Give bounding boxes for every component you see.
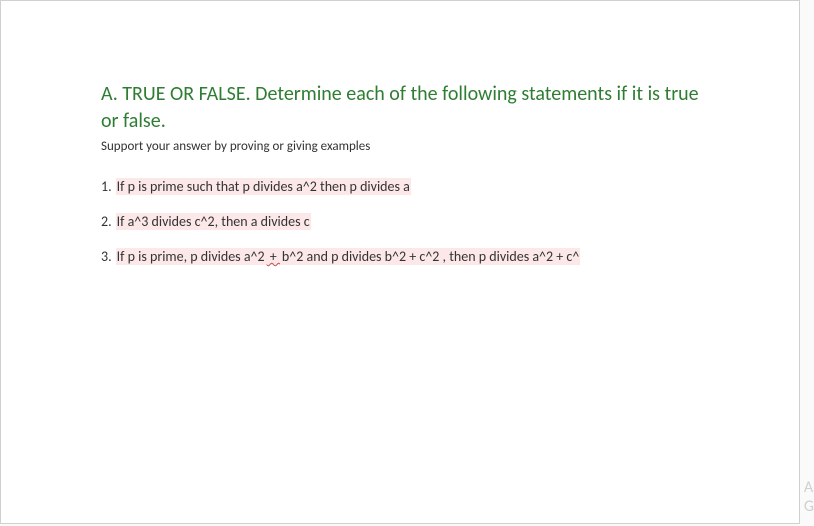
section-subtext: Support your answer by proving or giving…	[101, 139, 699, 154]
question-text: If a^3 divides c^2, then a divides c	[116, 213, 311, 230]
question-item-1: 1. If p is prime such that p divides a^2…	[101, 178, 699, 195]
question-number: 1.	[101, 178, 112, 195]
question-text-prefix: If p is prime, p divides a^2	[116, 248, 266, 265]
watermark-line2: G	[804, 497, 814, 516]
document-page: A. TRUE OR FALSE. Determine each of the …	[0, 0, 800, 524]
question-text: If p is prime such that p divides a^2 th…	[116, 178, 411, 195]
watermark-line1: A	[804, 478, 814, 497]
question-number: 3.	[101, 248, 112, 265]
watermark: A G	[804, 478, 814, 516]
question-text-suffix: b^2 and p divides b^2 + c^2 , then p div…	[281, 248, 580, 265]
question-item-2: 2. If a^3 divides c^2, then a divides c	[101, 213, 699, 230]
question-text-wrapper: If p is prime, p divides a^2 + b^2 and p…	[116, 248, 581, 265]
question-item-3: 3. If p is prime, p divides a^2 + b^2 an…	[101, 248, 699, 265]
section-heading: A. TRUE OR FALSE. Determine each of the …	[101, 81, 699, 135]
question-number: 2.	[101, 213, 112, 230]
question-list: 1. If p is prime such that p divides a^2…	[101, 178, 699, 265]
question-text-wavy: +	[266, 248, 281, 265]
